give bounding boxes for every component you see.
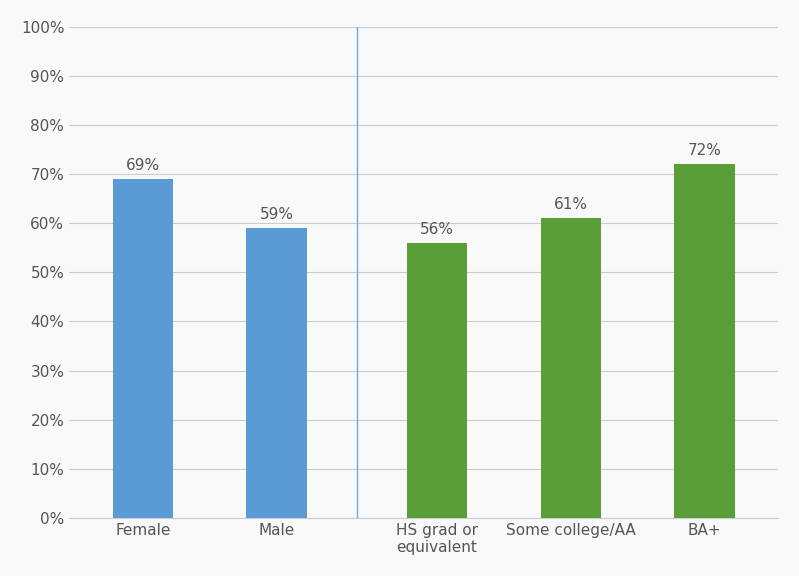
Bar bbox=[113, 179, 173, 518]
Bar bbox=[407, 243, 467, 518]
Text: 69%: 69% bbox=[125, 158, 160, 173]
Text: 56%: 56% bbox=[420, 222, 454, 237]
Bar bbox=[541, 218, 601, 518]
Text: 59%: 59% bbox=[260, 207, 293, 222]
Bar bbox=[246, 228, 307, 518]
Text: 72%: 72% bbox=[688, 143, 721, 158]
Text: 61%: 61% bbox=[554, 198, 588, 213]
Bar bbox=[674, 164, 735, 518]
